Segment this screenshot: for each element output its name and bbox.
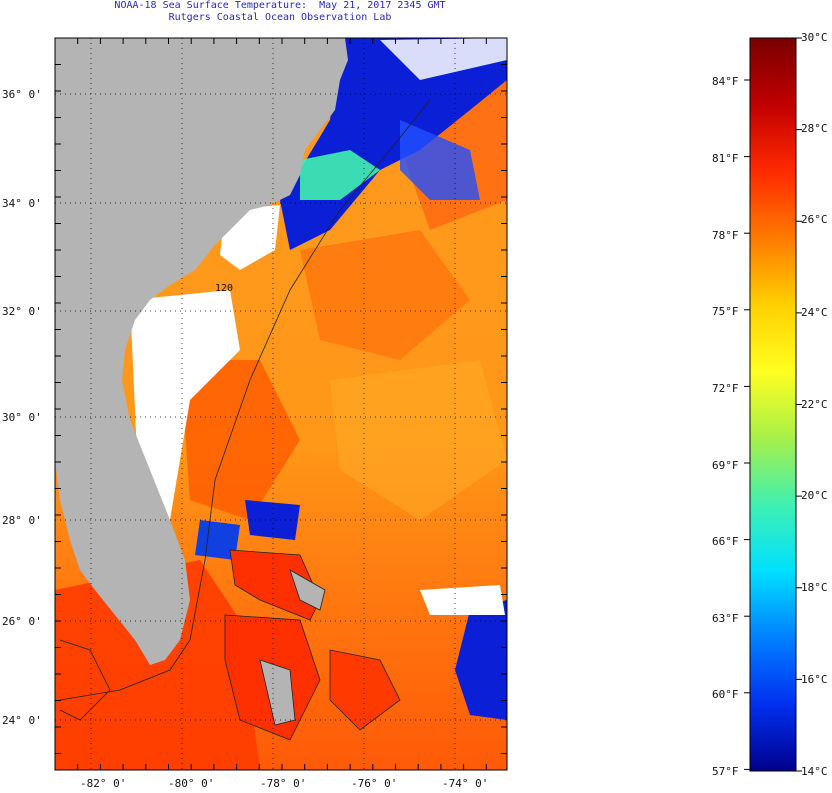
colorbar-celsius-label: 20°C	[801, 489, 828, 502]
colorbar-fahrenheit-label: 81°F	[712, 152, 739, 165]
lon-label: -74° 0'	[442, 777, 488, 790]
lon-label: -82° 0'	[80, 777, 126, 790]
latitude-labels: 36° 0' 34° 0' 32° 0' 30° 0' 28° 0' 26° 0…	[2, 88, 42, 727]
colorbar-celsius-label: 26°C	[801, 213, 828, 226]
map-title: NOAA-18 Sea Surface Temperature: May 21,…	[114, 0, 446, 11]
lat-label: 28° 0'	[2, 514, 42, 527]
colorbar	[749, 37, 797, 772]
map-subtitle: Rutgers Coastal Ocean Observation Lab	[168, 12, 392, 23]
colorbar-fahrenheit-label: 78°F	[712, 229, 739, 242]
colorbar-fahrenheit-label: 63°F	[712, 612, 739, 625]
colorbar-fahrenheit-label: 57°F	[712, 765, 739, 778]
cloud-area-2	[420, 585, 505, 615]
lat-label: 34° 0'	[2, 197, 42, 210]
colorbar-celsius-label: 14°C	[801, 765, 828, 778]
colorbar-ticks	[744, 37, 802, 772]
grid-lines	[55, 38, 507, 770]
colorbar-fahrenheit-label: 84°F	[712, 75, 739, 88]
warm-gulf-region	[55, 560, 260, 770]
colorbar-celsius-label: 28°C	[801, 122, 828, 135]
warm-gulfstream	[180, 360, 300, 520]
isobath-contour	[59, 99, 431, 701]
lat-label: 32° 0'	[2, 305, 42, 318]
axis-ticks	[54, 37, 507, 770]
colorbar-fahrenheit-label: 60°F	[712, 688, 739, 701]
longitude-labels: -82° 0' -80° 0' -78° 0' -76° 0' -74° 0'	[80, 777, 488, 790]
bahamas-bank-north	[229, 549, 321, 621]
lon-label: -76° 0'	[351, 777, 397, 790]
lat-label: 30° 0'	[2, 411, 42, 424]
contour-label: 120	[215, 283, 233, 294]
colorbar-fahrenheit-label: 69°F	[712, 459, 739, 472]
colorbar-fahrenheit-label: 66°F	[712, 535, 739, 548]
lat-label: 24° 0'	[2, 714, 42, 727]
lon-label: -78° 0'	[260, 777, 306, 790]
colorbar-fahrenheit-label: 75°F	[712, 305, 739, 318]
land-mass	[55, 38, 348, 665]
colorbar-celsius-label: 18°C	[801, 581, 828, 594]
lat-label: 26° 0'	[2, 615, 42, 628]
lon-label: -80° 0'	[168, 777, 214, 790]
colorbar-celsius-label: 22°C	[801, 398, 828, 411]
lat-label: 36° 0'	[2, 88, 42, 101]
cloud-area-1	[130, 290, 240, 520]
colorbar-celsius-label: 16°C	[801, 673, 828, 686]
colorbar-fahrenheit-label: 72°F	[712, 382, 739, 395]
map-image	[55, 38, 507, 770]
colorbar-celsius-label: 24°C	[801, 306, 828, 319]
cold-water-southeast	[455, 600, 507, 720]
colorbar-celsius-label: 30°C	[801, 31, 828, 44]
map-frame	[54, 37, 508, 771]
